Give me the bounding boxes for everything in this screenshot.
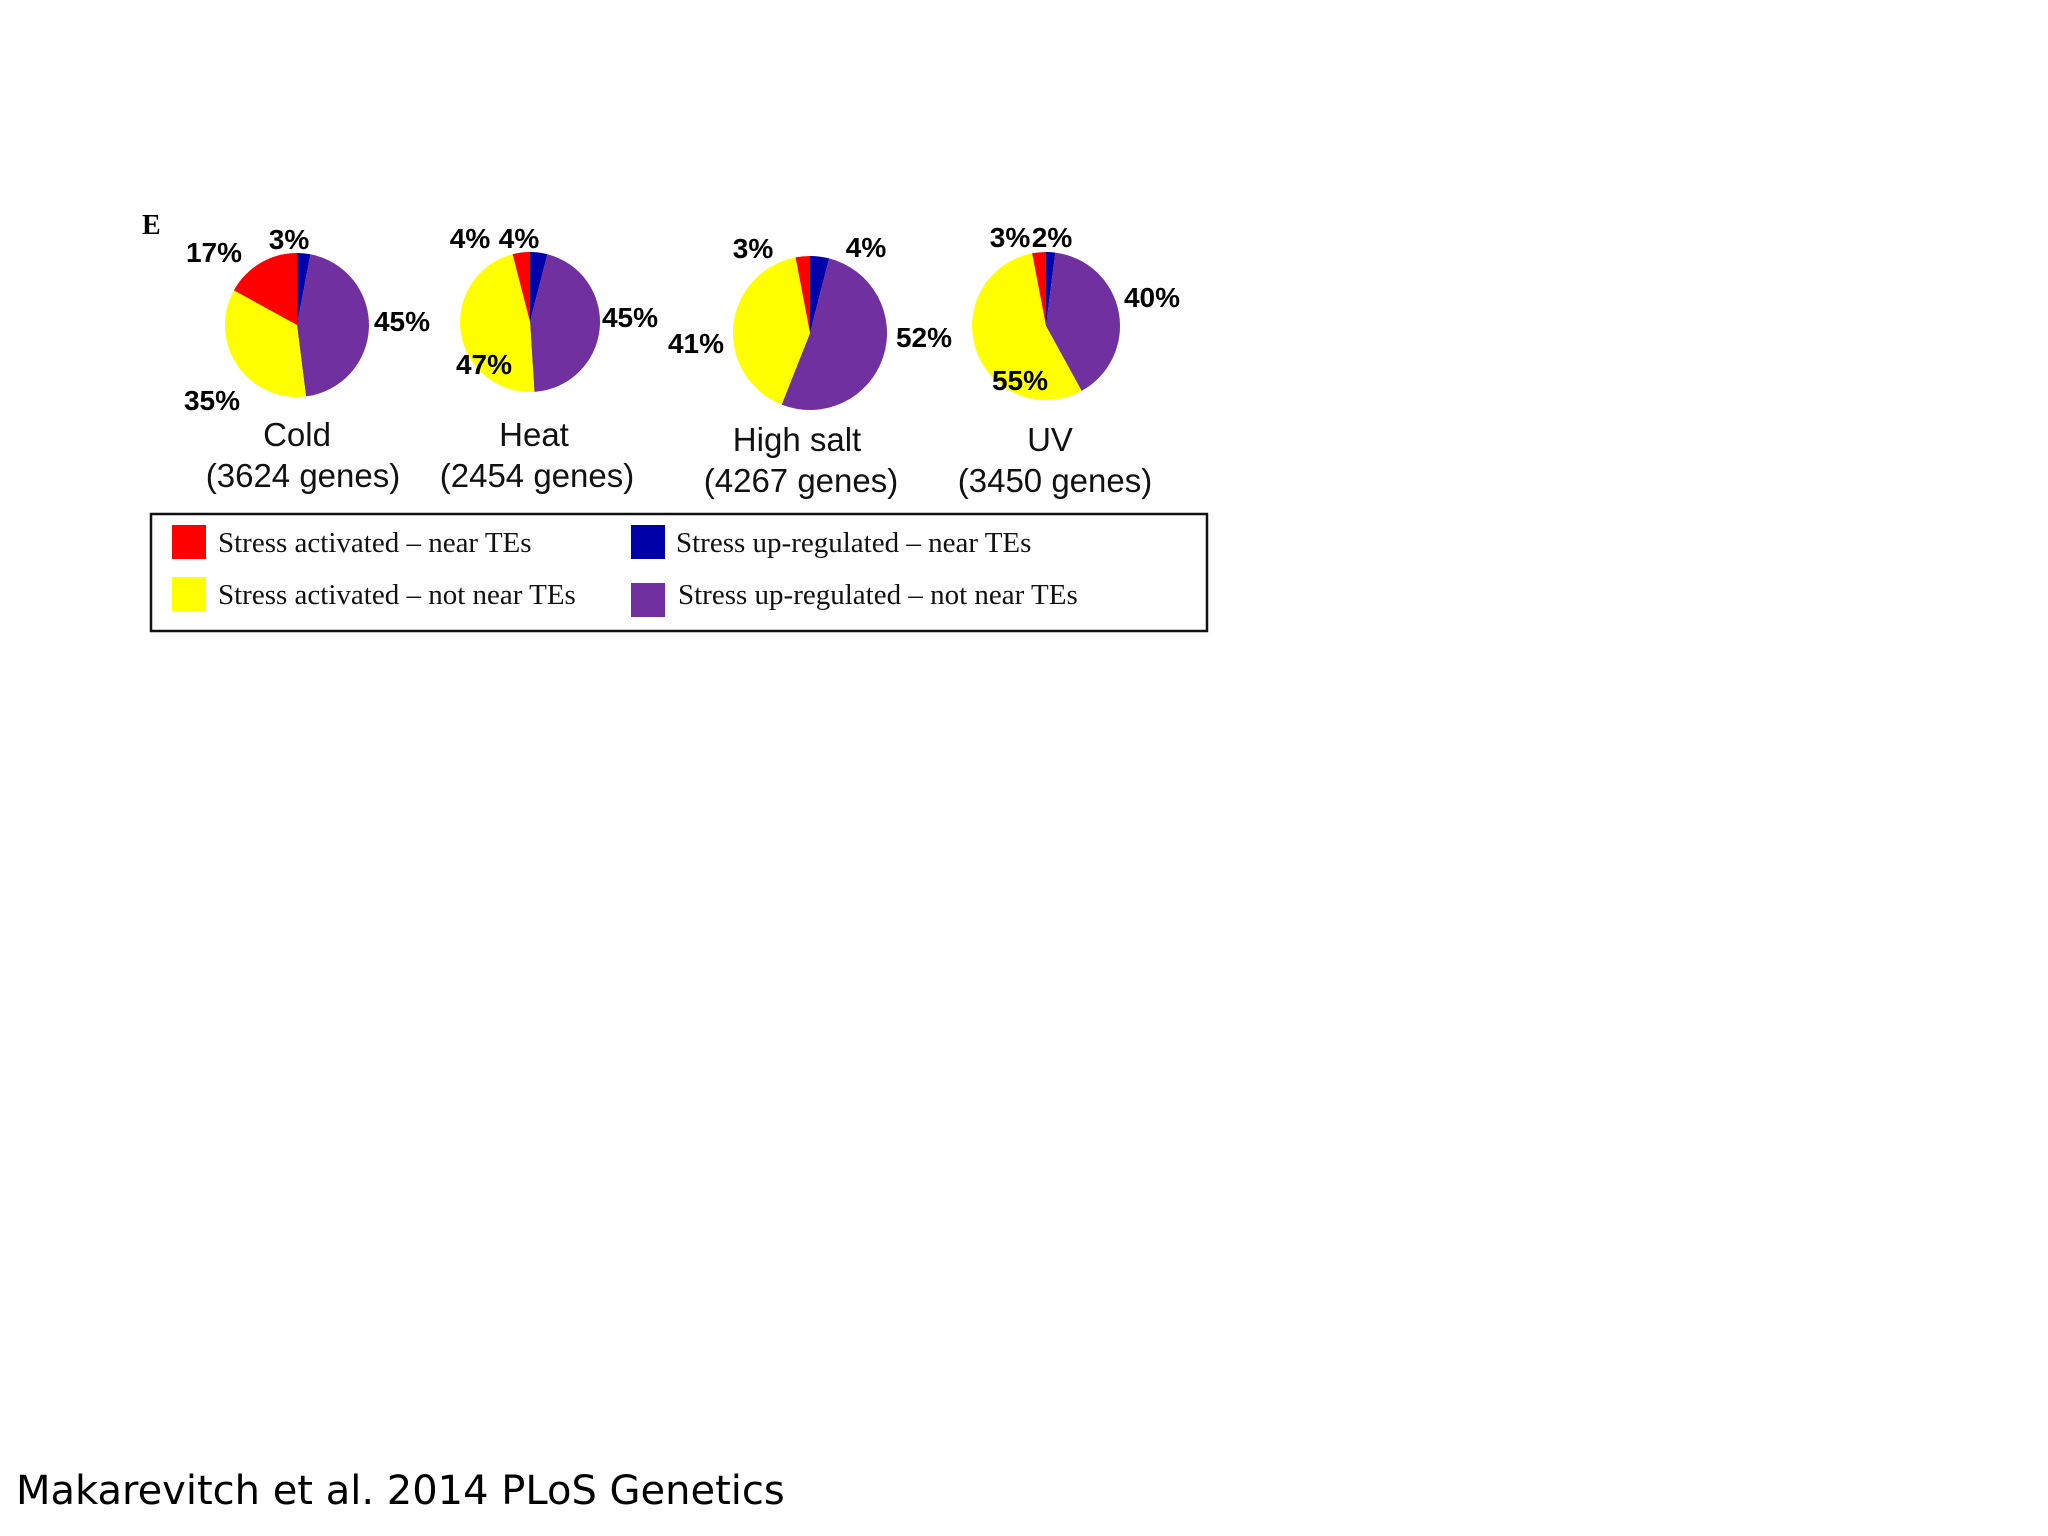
slice-label: 45%	[374, 306, 430, 337]
pie-slice-activated-near	[795, 256, 810, 333]
pie-caption-name: UV	[1027, 421, 1073, 458]
pie-slice-upregulated-near	[297, 253, 311, 325]
slice-label: 3%	[990, 222, 1031, 253]
pie-slice-upregulated-not-near	[781, 258, 888, 411]
legend-box	[149, 512, 1209, 633]
pie-slice-activated-not-near	[732, 257, 810, 405]
slice-label: 55%	[992, 365, 1048, 396]
slice-label: 40%	[1124, 282, 1180, 313]
legend-swatch	[172, 525, 206, 559]
pie-caption-name: High salt	[733, 421, 861, 458]
slice-label: 47%	[456, 349, 512, 380]
legend-swatch	[631, 583, 665, 617]
pie-high-salt: 4% 52% 41% 3% High salt (4267 genes)	[668, 232, 952, 499]
pie-caption-name: Heat	[499, 416, 569, 453]
pie-caption-name: Cold	[263, 416, 331, 453]
slice-label: 4%	[450, 223, 491, 254]
legend-item-upregulated-near: Stress up-regulated – near TEs	[631, 525, 1031, 559]
legend-label: Stress activated – not near TEs	[218, 579, 576, 611]
pie-caption-genes: (3450 genes)	[958, 462, 1152, 499]
slice-label: 35%	[184, 385, 240, 416]
legend-swatch	[631, 525, 665, 559]
slice-label: 3%	[733, 233, 774, 264]
legend: Stress activated – near TEs Stress activa…	[149, 512, 1209, 633]
legend-item-upregulated-not-near: Stress up-regulated – not near TEs	[631, 579, 1078, 617]
slice-label: 4%	[499, 223, 540, 254]
citation: Makarevitch et al. 2014 PLoS Genetics	[16, 1468, 785, 1514]
legend-label: Stress up-regulated – near TEs	[676, 527, 1031, 559]
pie-slice-upregulated-near	[1046, 251, 1056, 326]
pie-heat: 4% 45% 47% 4% Heat (2454 genes)	[440, 223, 658, 494]
pie-slice-upregulated-near	[530, 252, 548, 322]
legend-item-activated-near: Stress activated – near TEs	[172, 525, 532, 559]
pie-slice-activated-not-near	[225, 290, 307, 397]
pie-uv: 2% 40% 55% 3% UV (3450 genes)	[958, 222, 1180, 499]
pie-slice-activated-not-near	[972, 253, 1082, 400]
pie-slice-upregulated-not-near	[530, 254, 600, 392]
slice-label: 2%	[1032, 222, 1073, 253]
pie-cold: 3% 45% 35% 17% Cold (3624 genes)	[184, 224, 430, 494]
slice-label: 45%	[602, 302, 658, 333]
pie-slice-upregulated-not-near	[297, 254, 369, 397]
legend-label: Stress activated – near TEs	[218, 527, 532, 559]
pie-caption-genes: (4267 genes)	[704, 462, 898, 499]
pie-charts: 3% 45% 35% 17% Cold (3624 genes) 4% 45% 47% 4% Hea…	[184, 222, 1180, 499]
pie-slice-upregulated-not-near	[1046, 252, 1121, 391]
pie-slice-activated-near	[512, 252, 530, 322]
pie-slice-upregulated-near	[810, 256, 830, 333]
legend-item-activated-not-near: Stress activated – not near TEs	[172, 577, 576, 611]
slice-label: 17%	[186, 237, 242, 268]
pie-caption-genes: (3624 genes)	[206, 457, 400, 494]
slice-label: 3%	[269, 224, 310, 255]
slice-label: 41%	[668, 328, 724, 359]
legend-swatch	[172, 577, 206, 611]
slice-label: 52%	[896, 322, 952, 353]
legend-label: Stress up-regulated – not near TEs	[678, 579, 1078, 611]
pie-caption-genes: (2454 genes)	[440, 457, 634, 494]
panel-label: E	[142, 210, 161, 241]
pie-slice-activated-near	[233, 253, 297, 325]
pie-slice-activated-not-near	[460, 254, 535, 392]
pie-slice-activated-near	[1032, 252, 1046, 326]
slice-label: 4%	[846, 232, 887, 263]
